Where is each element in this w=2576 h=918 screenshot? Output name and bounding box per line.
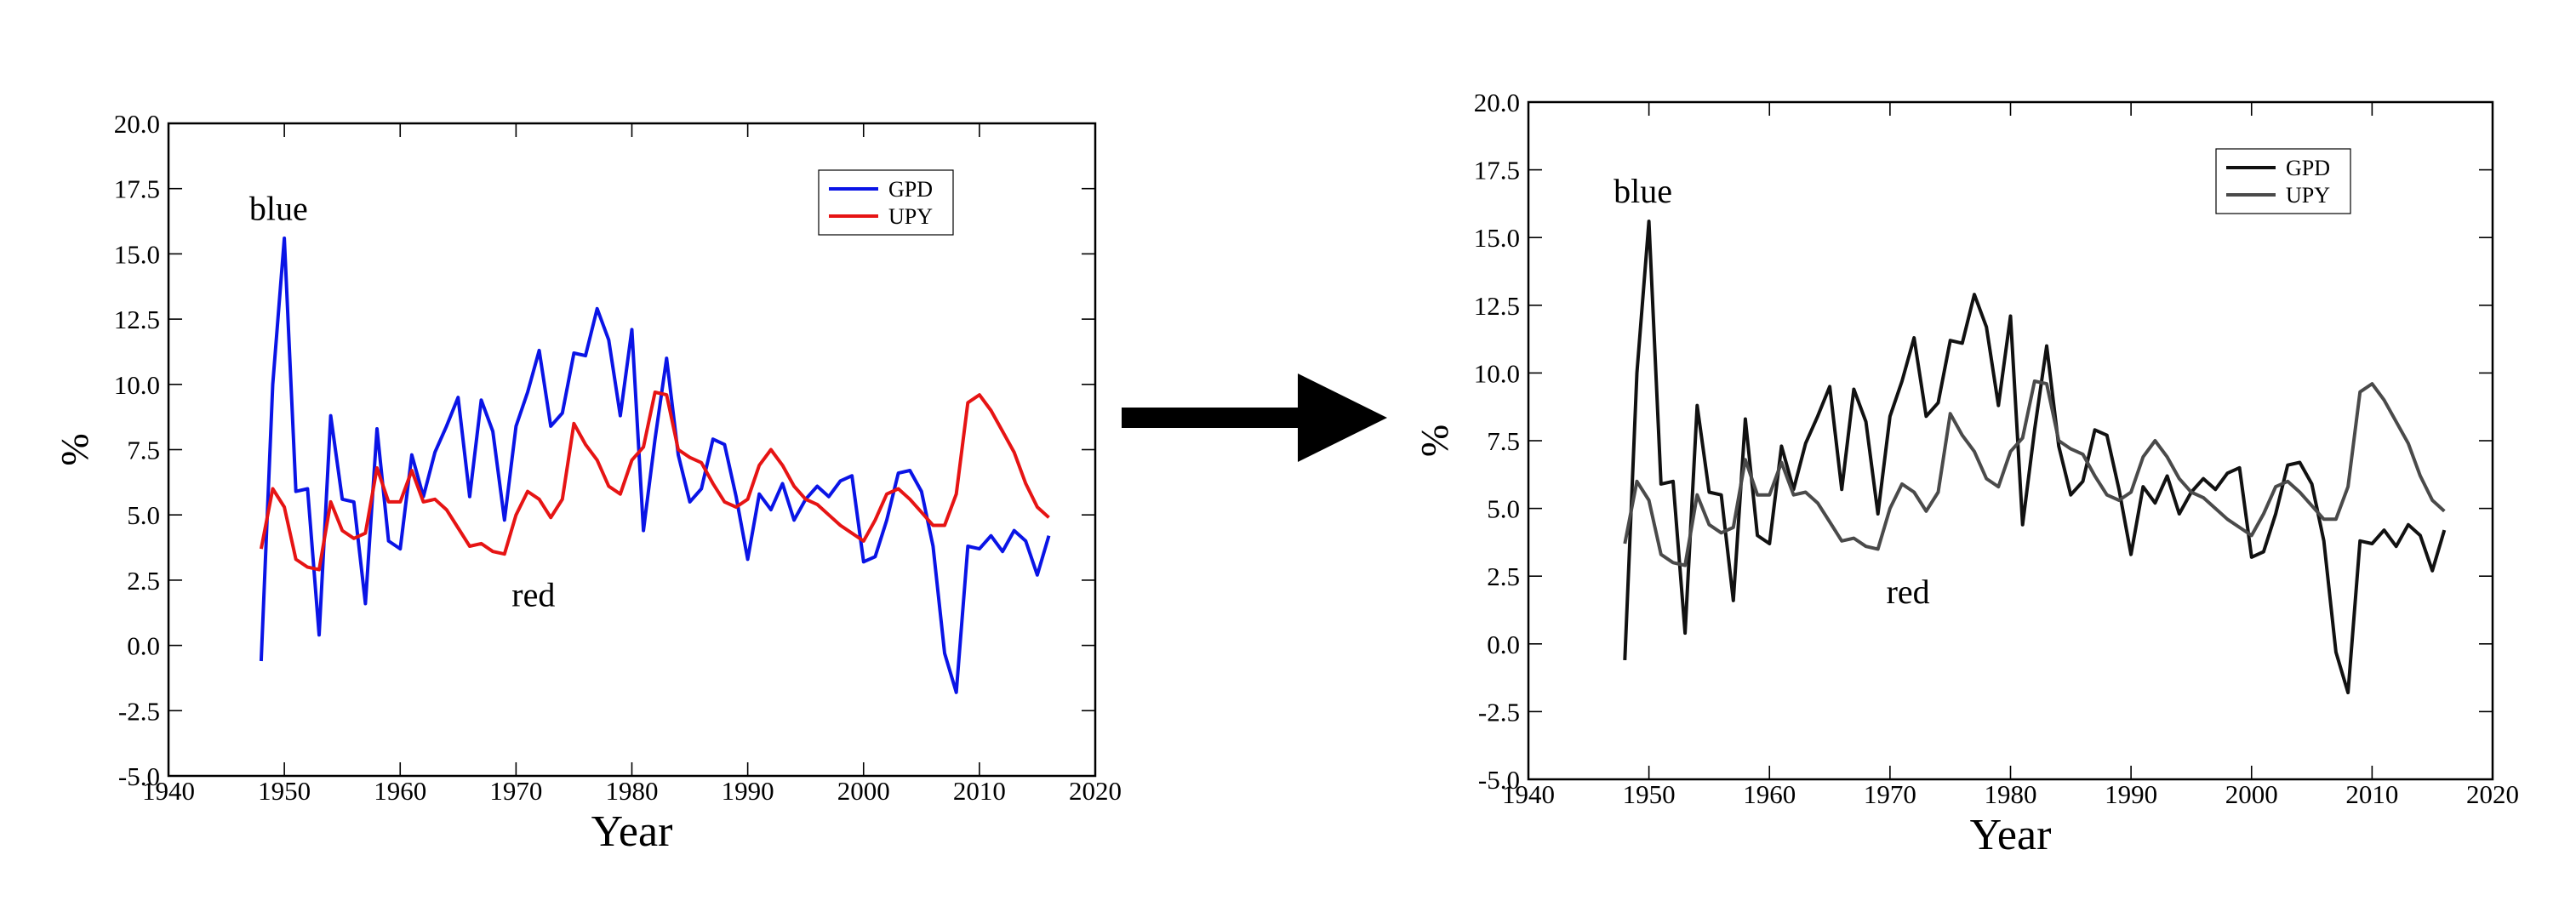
y-tick-label: -2.5 [118, 696, 160, 726]
x-tick-label: 1960 [374, 776, 426, 806]
x-tick-label: 1970 [489, 776, 542, 806]
y-tick-label: 12.5 [1474, 291, 1520, 321]
y-axis-label: % [53, 433, 96, 465]
y-tick-label: 0.0 [127, 631, 160, 661]
right-arrow-icon [1122, 373, 1387, 462]
y-tick-label: 7.5 [1487, 426, 1520, 456]
annotation-red: red [511, 576, 555, 614]
x-tick-label: 2000 [837, 776, 890, 806]
x-tick-label: 2020 [2466, 779, 2519, 809]
legend-label-gpd: GPD [888, 177, 933, 202]
y-tick-label: 5.0 [127, 500, 160, 530]
x-tick-label: 2010 [953, 776, 1006, 806]
y-tick-label: 20.0 [114, 109, 160, 139]
x-tick-label: 2000 [2225, 779, 2278, 809]
y-tick-label: -5.0 [118, 761, 160, 791]
y-tick-label: 12.5 [114, 305, 160, 334]
x-tick-label: 1940 [142, 776, 195, 806]
x-tick-label: 1990 [722, 776, 774, 806]
x-tick-label: 1980 [606, 776, 659, 806]
x-tick-label: 2010 [2345, 779, 2398, 809]
legend-box [2215, 148, 2351, 214]
chart-color-version: -5.0 -2.5 0.0 2.5 5.0 7.5 10.0 12.5 15.0 17.5 20.0… [53, 109, 1122, 856]
y-tick-label: 5.0 [1487, 494, 1520, 524]
annotation-blue: blue [249, 190, 308, 228]
x-tick-label: 1980 [1985, 779, 2037, 809]
y-tick-label: 10.0 [1474, 358, 1520, 388]
annotation-blue: blue [1614, 172, 1672, 210]
y-axis-label: % [1413, 425, 1456, 457]
annotation-red: red [1887, 573, 1930, 611]
legend-label-upy: UPY [2286, 183, 2330, 208]
y-tick-label: 15.0 [1474, 223, 1520, 253]
y-tick-label: 2.5 [127, 566, 160, 596]
y-tick-label: 7.5 [127, 436, 160, 465]
x-tick-label: 1950 [258, 776, 311, 806]
y-tick-label: 2.5 [1487, 562, 1520, 591]
x-tick-label: 1960 [1743, 779, 1796, 809]
series-line-gpd [259, 237, 1051, 694]
series-line-gpd [1623, 220, 2447, 695]
series-line-upy [259, 391, 1050, 572]
chart-grayscale-version: -5.0 -2.5 0.0 2.5 5.0 7.5 10.0 12.5 15.0 17.5 20.0… [1413, 88, 2519, 859]
y-tick-label: -5.0 [1478, 765, 1520, 795]
x-tick-label: 1970 [1864, 779, 1916, 809]
y-tick-label: -2.5 [1478, 697, 1520, 727]
x-tick-label: 2020 [1069, 776, 1122, 806]
legend-box [818, 169, 954, 236]
y-tick-label: 17.5 [1474, 156, 1520, 185]
legend-label-gpd: GPD [2286, 156, 2330, 180]
y-tick-label: 15.0 [114, 239, 160, 269]
y-tick-label: 10.0 [114, 370, 160, 400]
y-tick-label: 17.5 [114, 174, 160, 204]
x-axis-label: Year [591, 807, 673, 856]
series-line-upy [1623, 379, 2446, 567]
y-tick-label: 0.0 [1487, 630, 1520, 659]
y-tick-label: 20.0 [1474, 88, 1520, 117]
x-axis-label: Year [1970, 811, 2052, 859]
legend-label-upy: UPY [888, 204, 933, 229]
x-tick-label: 1950 [1623, 779, 1676, 809]
x-tick-label: 1940 [1502, 779, 1555, 809]
x-tick-label: 1990 [2105, 779, 2157, 809]
